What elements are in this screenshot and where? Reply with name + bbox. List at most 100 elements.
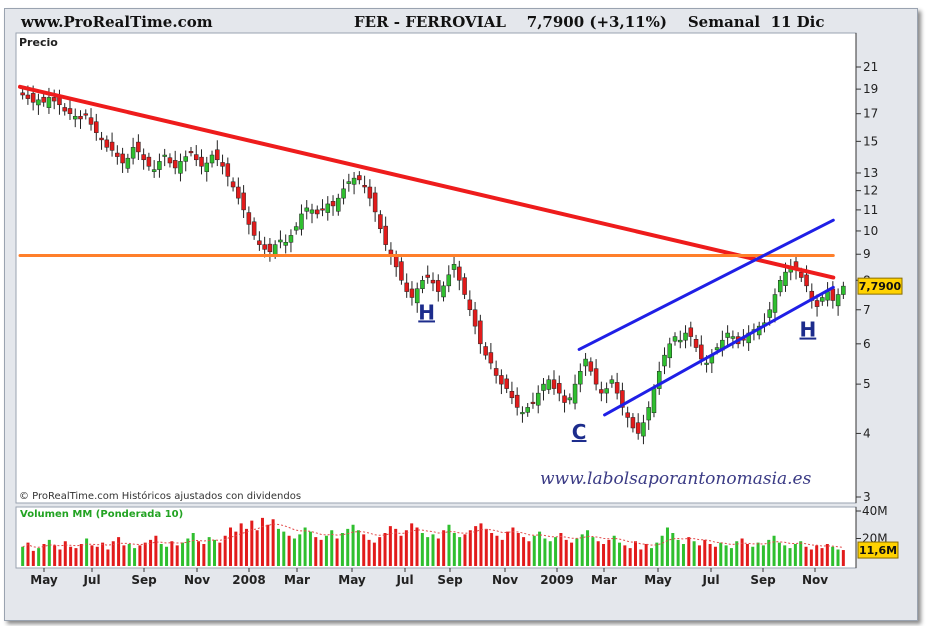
candle-body [656, 370, 662, 389]
volume-bar [69, 546, 73, 566]
volume-bar [383, 533, 387, 566]
last-volume-label: 11,6M [859, 544, 897, 557]
volume-bar [697, 545, 701, 566]
volume-bar [596, 541, 600, 566]
volume-bar [340, 533, 344, 566]
candle-body [572, 383, 578, 404]
price-tick-label: 3 [863, 490, 871, 504]
volume-bar [490, 533, 494, 566]
volume-bar [58, 549, 62, 566]
candle-body [772, 294, 778, 313]
volume-bar [447, 524, 451, 566]
candle-body [151, 169, 157, 172]
volume-bar [649, 548, 653, 566]
candle-body [509, 391, 515, 399]
candle-body [30, 93, 36, 103]
volume-bar [319, 539, 323, 566]
candle-body [383, 225, 388, 245]
candle-body [272, 244, 278, 255]
volume-bar [500, 539, 504, 566]
volume-bar [777, 542, 781, 566]
candle-body [462, 277, 467, 295]
x-tick-label: May [30, 573, 58, 587]
volume-bar [399, 535, 403, 566]
candle-body [209, 154, 215, 164]
candle-body [535, 392, 541, 406]
volume-bar [612, 535, 616, 566]
candle-body [341, 188, 346, 199]
candle-body [525, 407, 530, 413]
volume-moving-average [22, 523, 844, 548]
volume-bar [228, 527, 232, 566]
candle-body [351, 177, 357, 185]
candle-body [414, 288, 420, 304]
price-tick-label: 15 [863, 134, 878, 148]
candle-body [225, 163, 231, 177]
volume-bar [506, 531, 510, 566]
price-tick-label: 6 [863, 337, 871, 351]
volume-bar [724, 545, 728, 566]
candle-body [599, 389, 604, 394]
candle-body [362, 184, 367, 188]
volume-bar [426, 537, 430, 566]
volume-bar [223, 535, 227, 566]
candle-body [578, 370, 583, 385]
volume-bar [618, 542, 622, 566]
candle-body [136, 141, 141, 153]
volume-bar [665, 527, 669, 566]
candle-body [199, 156, 204, 167]
volume-bar [175, 545, 179, 566]
candle-body [141, 154, 146, 161]
candle-body [688, 327, 694, 337]
candle-body [514, 394, 520, 408]
candle-body [109, 141, 115, 151]
volume-bar [532, 535, 536, 566]
volume-bar [804, 546, 808, 566]
price-panel [15, 32, 857, 504]
candle-body [25, 94, 31, 99]
volume-bar [362, 534, 366, 566]
volume-bar [820, 548, 824, 566]
volume-bar [127, 544, 131, 566]
candle-body [557, 383, 562, 394]
candle-body [493, 368, 499, 376]
volume-bar [841, 550, 845, 566]
volume-bar [250, 520, 254, 566]
candle-body [236, 186, 241, 199]
candle-body [157, 161, 162, 170]
volume-bar [554, 537, 558, 566]
volume-bar [527, 541, 531, 566]
volume-bar [111, 541, 115, 566]
canal-inferior-line [603, 285, 835, 417]
candle-body [504, 378, 509, 389]
volume-bar [351, 524, 355, 566]
volume-bar [809, 549, 813, 566]
candle-body [604, 388, 609, 394]
candle-body [241, 192, 246, 211]
candle-body [220, 162, 225, 167]
candle-body [457, 266, 462, 281]
volume-bar [442, 530, 446, 566]
volume-bar [458, 537, 462, 566]
volume-bar [202, 544, 206, 566]
volume-bar [687, 537, 691, 566]
candle-body [683, 332, 688, 341]
x-tick-label: Nov [492, 573, 518, 587]
volume-bar [410, 523, 414, 566]
volume-bar [543, 538, 547, 566]
volume-bar [330, 530, 334, 566]
volume-bar [154, 535, 158, 566]
volume-bar [655, 542, 659, 566]
candle-body [178, 161, 183, 174]
candle-body [830, 288, 836, 301]
pattern-annotation: H [800, 318, 817, 342]
volume-bar [85, 538, 89, 566]
candle-body [88, 117, 94, 125]
volume-bar [404, 530, 408, 566]
volume-bar [751, 546, 755, 566]
volume-bar [836, 549, 840, 566]
x-tick-label: Nov [802, 573, 828, 587]
volume-bar [719, 542, 723, 566]
x-tick-label: Sep [131, 573, 157, 587]
